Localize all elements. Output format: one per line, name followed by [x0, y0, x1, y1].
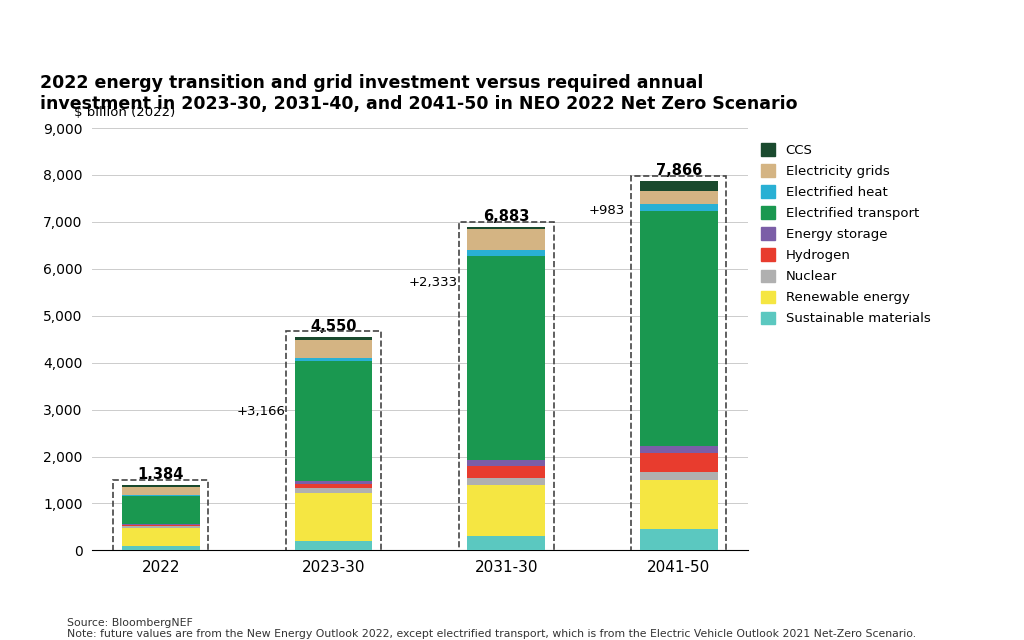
Bar: [122, 546, 200, 550]
Bar: [122, 527, 200, 546]
Bar: [286, 332, 381, 552]
Bar: [295, 493, 373, 541]
Bar: [122, 486, 200, 495]
Text: 6,883: 6,883: [483, 209, 529, 224]
Text: 4,550: 4,550: [310, 319, 356, 333]
Bar: [467, 484, 545, 536]
Bar: [295, 541, 373, 550]
Bar: [640, 446, 718, 454]
Bar: [640, 181, 718, 191]
Bar: [640, 472, 718, 479]
Text: +983: +983: [588, 204, 625, 218]
Bar: [467, 466, 545, 478]
Text: +2,333: +2,333: [410, 276, 458, 289]
Bar: [467, 228, 545, 250]
Bar: [295, 484, 373, 488]
Bar: [295, 340, 373, 358]
Bar: [640, 204, 718, 211]
Bar: [640, 479, 718, 529]
Text: $ billion (2022): $ billion (2022): [75, 106, 176, 118]
Text: 1,384: 1,384: [137, 467, 184, 482]
Bar: [467, 250, 545, 256]
Bar: [640, 211, 718, 446]
Bar: [295, 361, 373, 481]
Bar: [632, 175, 726, 552]
Bar: [122, 525, 200, 526]
Bar: [122, 524, 200, 525]
Bar: [467, 256, 545, 460]
Text: 2022 energy transition and grid investment versus required annual
investment in : 2022 energy transition and grid investme…: [40, 74, 798, 113]
Text: +3,166: +3,166: [237, 404, 286, 418]
Bar: [122, 496, 200, 524]
Legend: CCS, Electricity grids, Electrified heat, Electrified transport, Energy storage,: CCS, Electricity grids, Electrified heat…: [761, 143, 931, 326]
Bar: [295, 358, 373, 361]
Bar: [467, 227, 545, 228]
Bar: [295, 481, 373, 484]
Text: Source: BloombergNEF
Note: future values are from the New Energy Outlook 2022, e: Source: BloombergNEF Note: future values…: [67, 618, 915, 640]
Bar: [459, 221, 554, 552]
Text: 7,866: 7,866: [655, 163, 702, 178]
Bar: [295, 488, 373, 493]
Bar: [122, 526, 200, 527]
Bar: [114, 480, 208, 552]
Bar: [640, 529, 718, 550]
Bar: [122, 495, 200, 496]
Bar: [467, 478, 545, 484]
Bar: [467, 460, 545, 466]
Bar: [640, 191, 718, 204]
Bar: [467, 536, 545, 550]
Bar: [640, 454, 718, 472]
Bar: [295, 337, 373, 340]
